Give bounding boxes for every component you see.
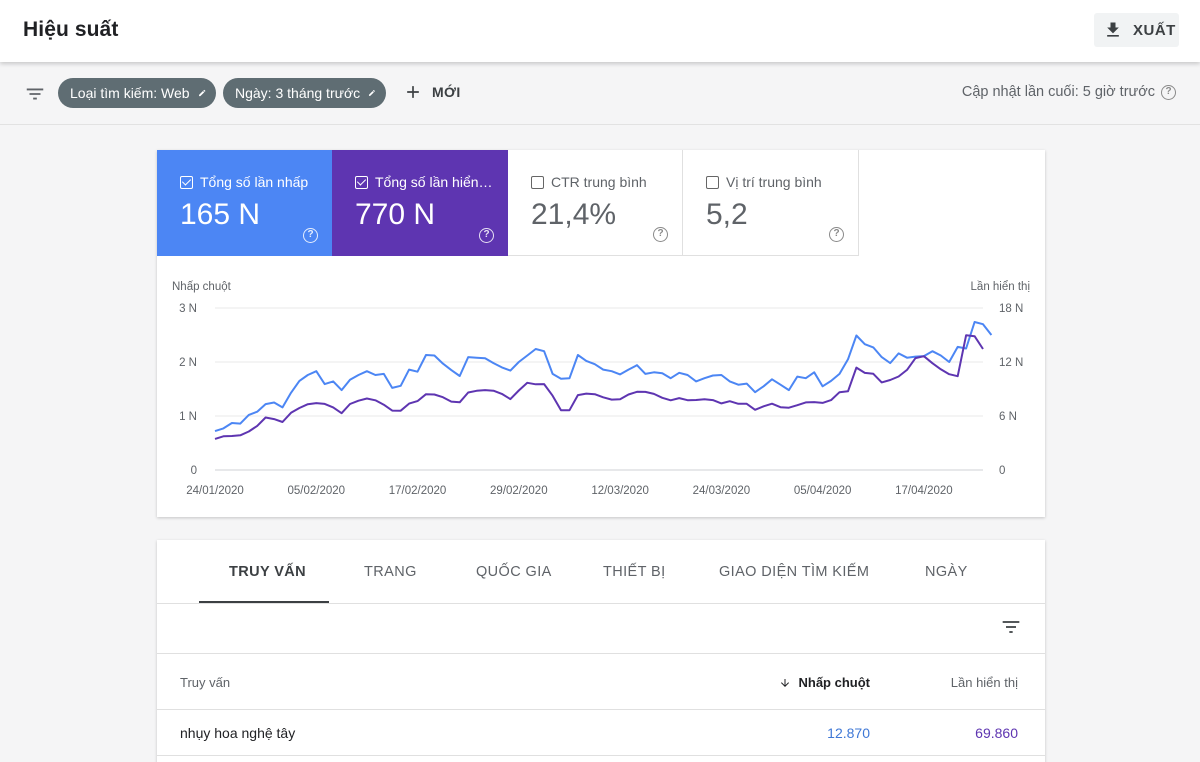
performance-card: Tổng số lần nhấp 165 N ? Tổng số lần hiể…	[157, 150, 1045, 517]
y-right-tick-label: 18 N	[999, 303, 1023, 315]
y-right-axis-label: Lần hiển thị	[971, 281, 1030, 293]
tab-search-appearance[interactable]: GIAO DIỆN TÌM KIẾM	[719, 564, 870, 580]
metric-label: Tổng số lần hiển…	[375, 174, 493, 190]
top-bar: Hiệu suất XUẤT	[0, 0, 1200, 62]
page-title: Hiệu suất	[23, 18, 119, 41]
tab-queries[interactable]: TRUY VẤN	[229, 564, 307, 580]
tab-countries[interactable]: QUỐC GIA	[476, 564, 552, 580]
y-left-tick-label: 1 N	[179, 411, 197, 423]
cell-impressions: 69.860	[975, 725, 1018, 741]
checkbox-icon[interactable]	[531, 175, 544, 189]
column-header-clicks[interactable]: Nhấp chuột	[779, 675, 871, 690]
metric-average-ctr[interactable]: CTR trung bình 21,4% ?	[508, 150, 683, 256]
y-left-tick-label: 3 N	[179, 303, 197, 315]
dimension-tabs: TRUY VẤN TRANG QUỐC GIA THIẾT BỊ GIAO DI…	[157, 540, 1045, 604]
x-tick-label: 17/04/2020	[895, 485, 953, 497]
metric-value: 165 N	[180, 198, 261, 231]
export-label: XUẤT	[1133, 21, 1176, 39]
metric-total-clicks[interactable]: Tổng số lần nhấp 165 N ?	[157, 150, 332, 256]
y-left-tick-label: 0	[191, 465, 197, 477]
y-right-tick-label: 12 N	[999, 357, 1023, 369]
x-tick-label: 24/01/2020	[186, 485, 244, 497]
edit-icon	[198, 89, 205, 97]
last-updated: Cập nhật lần cuối: 5 giờ trước ?	[962, 84, 1176, 100]
table-header: Truy vấn Nhấp chuột Lần hiển thị	[157, 653, 1045, 710]
metric-average-position[interactable]: Vị trí trung bình 5,2 ?	[683, 150, 859, 256]
date-chip[interactable]: Ngày: 3 tháng trước	[223, 78, 386, 108]
column-header-clicks-label: Nhấp chuột	[798, 675, 871, 690]
tab-dates[interactable]: NGÀY	[925, 564, 968, 580]
metric-label: CTR trung bình	[551, 174, 647, 190]
metric-label: Vị trí trung bình	[726, 174, 822, 190]
help-icon[interactable]: ?	[653, 227, 668, 242]
column-header-impressions[interactable]: Lần hiển thị	[950, 675, 1018, 690]
filter-icon[interactable]	[24, 83, 46, 105]
table-row[interactable]: nhụy hoa nghệ tây 12.870 69.860	[157, 710, 1045, 756]
y-right-tick-label: 6 N	[999, 411, 1017, 423]
last-updated-text: Cập nhật lần cuối: 5 giờ trước	[961, 84, 1155, 100]
y-right-tick-label: 0	[999, 465, 1005, 477]
help-icon[interactable]: ?	[479, 228, 494, 243]
table-filter-icon[interactable]	[1001, 618, 1021, 636]
x-tick-label: 17/02/2020	[389, 485, 447, 497]
x-tick-label: 24/03/2020	[693, 485, 751, 497]
checkbox-icon[interactable]	[180, 175, 193, 189]
filter-bar: Loại tìm kiếm: Web Ngày: 3 tháng trước M…	[0, 62, 1200, 125]
tab-devices[interactable]: THIẾT BỊ	[603, 564, 666, 580]
metric-value: 21,4%	[531, 198, 617, 231]
plus-icon	[407, 86, 419, 98]
export-button[interactable]: XUẤT	[1094, 13, 1179, 47]
performance-chart: Nhấp chuột Lần hiển thị 0 0 1 N 6 N 2 N 12 N 3…	[172, 281, 1030, 497]
metric-total-impressions[interactable]: Tổng số lần hiển… 770 N ?	[332, 150, 508, 256]
y-left-tick-label: 2 N	[179, 357, 197, 369]
new-filter-button[interactable]: MỚI	[403, 82, 461, 102]
x-tick-label: 05/04/2020	[794, 485, 852, 497]
checkbox-icon[interactable]	[706, 175, 719, 189]
download-icon	[1107, 22, 1119, 37]
x-tick-label: 12/03/2020	[591, 485, 649, 497]
checkbox-icon[interactable]	[355, 175, 368, 189]
search-type-chip-label: Loại tìm kiếm: Web	[70, 85, 190, 101]
active-tab-indicator	[199, 601, 329, 603]
y-left-axis-label: Nhấp chuột	[172, 281, 232, 293]
cell-clicks: 12.870	[827, 725, 870, 741]
tab-pages[interactable]: TRANG	[364, 564, 417, 580]
sort-descending-icon	[780, 678, 789, 687]
series-line-impressions	[214, 334, 984, 440]
x-tick-label: 05/02/2020	[287, 485, 345, 497]
metric-value: 770 N	[355, 198, 436, 231]
cell-query: nhụy hoa nghệ tây	[180, 725, 296, 741]
search-type-chip[interactable]: Loại tìm kiếm: Web	[58, 78, 216, 108]
help-icon[interactable]: ?	[303, 228, 318, 243]
column-header-query[interactable]: Truy vấn	[180, 675, 231, 690]
metric-value: 5,2	[706, 198, 748, 231]
date-chip-label: Ngày: 3 tháng trước	[235, 85, 361, 101]
series-line-clicks	[214, 321, 993, 433]
x-tick-label: 29/02/2020	[490, 485, 548, 497]
new-filter-label: MỚI	[432, 84, 461, 100]
data-table-card: TRUY VẤN TRANG QUỐC GIA THIẾT BỊ GIAO DI…	[157, 540, 1045, 762]
edit-icon	[369, 90, 376, 96]
help-icon[interactable]: ?	[1161, 84, 1176, 100]
metric-label: Tổng số lần nhấp	[200, 174, 309, 190]
help-icon[interactable]: ?	[829, 227, 844, 242]
